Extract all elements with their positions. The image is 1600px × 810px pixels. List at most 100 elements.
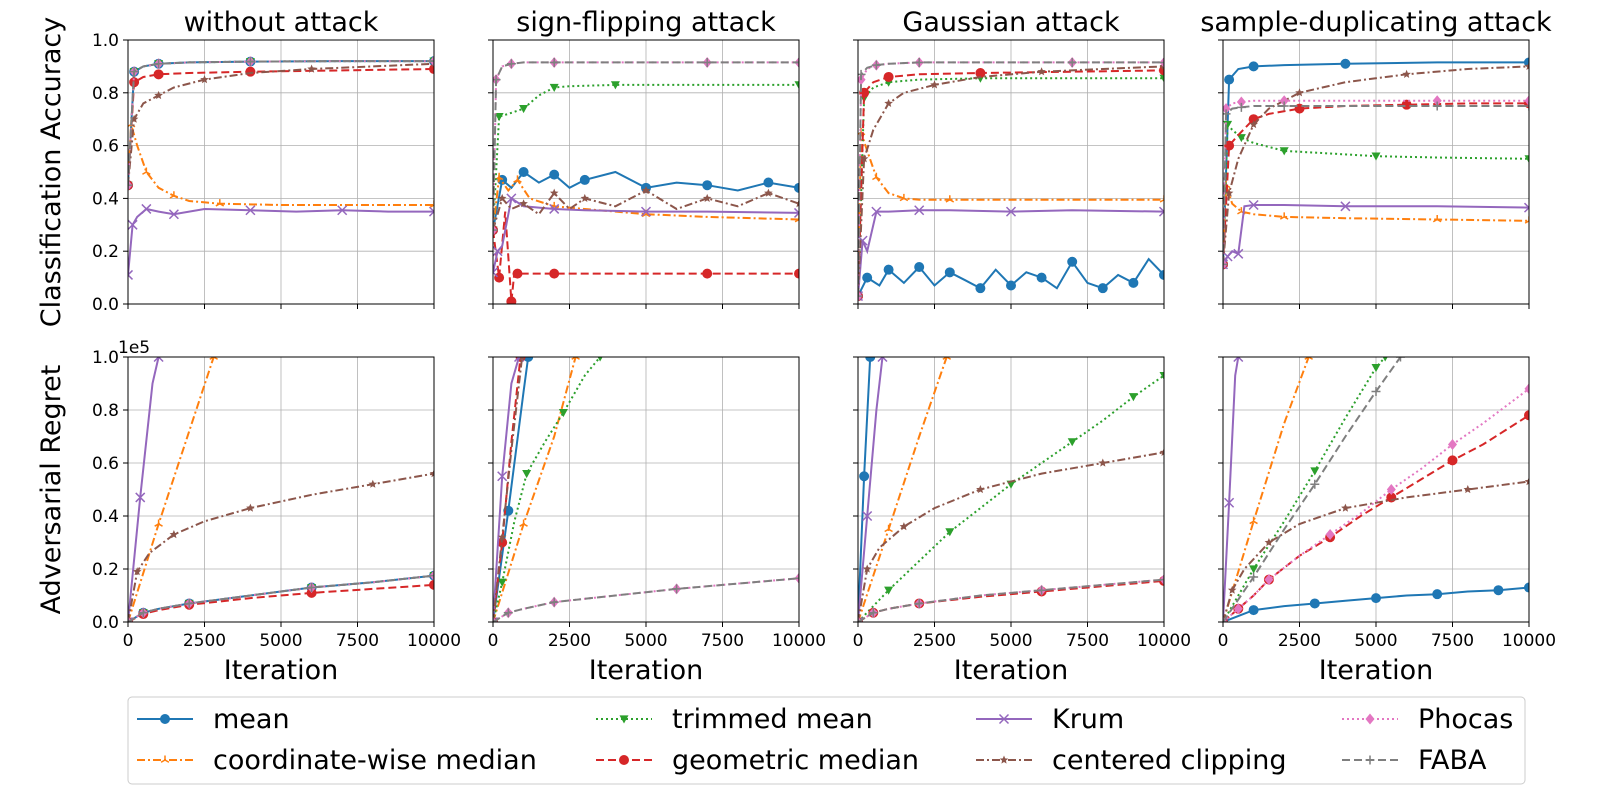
series-line-trimmed-mean xyxy=(1223,357,1386,622)
y-tick-label: 0.8 xyxy=(92,84,119,104)
data-point-coordinate-wise-median xyxy=(154,519,163,527)
data-point-mean xyxy=(1067,256,1078,267)
data-point-centered-clipping xyxy=(1159,447,1164,456)
data-point-mean xyxy=(1036,272,1047,283)
data-point-centered-clipping xyxy=(1098,458,1108,467)
legend-item-geometric-median: geometric median xyxy=(596,745,919,776)
data-point-krum xyxy=(1224,497,1235,508)
x-tick-label: 2500 xyxy=(548,631,591,651)
data-point-coordinate-wise-median xyxy=(513,175,522,183)
legend-marker xyxy=(998,713,1010,725)
data-point-trimmed-mean xyxy=(1279,147,1289,156)
data-point-centered-clipping xyxy=(862,564,872,573)
x-tick-label: 10000 xyxy=(407,631,461,651)
data-point-mean xyxy=(794,182,799,193)
data-point-faba xyxy=(1159,57,1164,67)
x-tick-label: 10000 xyxy=(1137,631,1191,651)
legend-label: centered clipping xyxy=(1052,745,1286,776)
y-tick-label: 0.2 xyxy=(92,242,119,262)
data-point-mean xyxy=(1128,277,1139,288)
data-point-faba xyxy=(1037,585,1047,595)
panel-bottom-3: 0 2500 5000 7500 10000 Iteration xyxy=(853,356,1191,686)
data-point-centered-clipping xyxy=(764,188,773,197)
data-point-mean xyxy=(702,180,713,191)
series-line-coordinate-wise-median xyxy=(493,174,799,231)
data-point-faba xyxy=(1223,259,1228,269)
data-point-trimmed-mean xyxy=(1310,467,1320,476)
data-point-trimmed-mean xyxy=(794,81,799,90)
data-point-faba xyxy=(1432,101,1442,111)
series-line-faba xyxy=(1223,105,1529,265)
series-line-krum xyxy=(858,209,1164,297)
data-point-coordinate-wise-median xyxy=(1432,215,1442,223)
data-point-krum xyxy=(493,267,499,278)
data-point-trimmed-mean xyxy=(494,112,504,122)
data-point-centered-clipping xyxy=(1227,585,1237,594)
data-point-trimmed-mean xyxy=(1371,152,1381,161)
series-line-geometric-median xyxy=(128,68,434,186)
data-point-faba xyxy=(138,608,148,618)
legend-marker xyxy=(160,755,170,763)
x-tick-label: 10000 xyxy=(772,631,826,651)
series-group xyxy=(1223,357,1529,622)
data-point-faba xyxy=(154,59,164,69)
data-point-trimmed-mean xyxy=(1128,393,1138,402)
data-point-phocas xyxy=(1524,383,1529,395)
data-point-faba xyxy=(871,60,881,70)
offset-text: 1e5 xyxy=(118,338,150,358)
series-line-phocas xyxy=(1223,99,1529,265)
legend-label: coordinate-wise median xyxy=(213,745,537,776)
data-point-krum xyxy=(914,205,925,216)
series-line-trimmed-mean xyxy=(493,357,601,622)
data-point-krum xyxy=(245,205,256,216)
series-line-geometric-median xyxy=(493,357,522,622)
data-point-mean xyxy=(579,174,590,185)
data-point-krum xyxy=(128,219,138,230)
x-tick-label: 2500 xyxy=(1278,631,1321,651)
y-tick-label: 1.0 xyxy=(92,348,119,368)
data-point-faba xyxy=(129,67,139,77)
y-axis-label: Classification Accuracy xyxy=(36,17,67,328)
data-point-mean xyxy=(944,267,955,278)
data-point-trimmed-mean xyxy=(1249,565,1259,574)
y-tick-label: 0.8 xyxy=(92,401,119,421)
data-point-mean xyxy=(549,169,560,180)
series-group xyxy=(493,357,799,622)
data-point-phocas xyxy=(1448,438,1457,450)
y-tick-label: 0.0 xyxy=(92,613,119,633)
data-point-centered-clipping xyxy=(129,114,139,123)
data-point-faba xyxy=(128,180,133,190)
x-tick-label: 7500 xyxy=(1431,631,1474,651)
data-point-krum xyxy=(858,616,864,622)
data-point-faba xyxy=(1067,57,1077,67)
legend-marker xyxy=(619,755,629,765)
x-axis-label: Iteration xyxy=(589,655,704,686)
series-line-centered-clipping xyxy=(858,65,1164,297)
data-point-geometric-median xyxy=(1447,455,1458,466)
data-point-mean xyxy=(975,283,986,294)
data-point-centered-clipping xyxy=(930,80,939,89)
data-point-centered-clipping xyxy=(641,186,651,195)
y-tick-label: 0.6 xyxy=(92,137,119,157)
data-point-faba xyxy=(549,597,559,607)
series-line-mean xyxy=(858,357,872,622)
data-point-centered-clipping xyxy=(368,479,378,488)
data-point-mean xyxy=(859,471,870,482)
data-point-phocas xyxy=(1223,103,1231,115)
data-point-faba xyxy=(307,583,317,593)
y-tick-label: 0.4 xyxy=(92,189,119,209)
x-axis-label: Iteration xyxy=(954,655,1069,686)
data-point-trimmed-mean xyxy=(558,409,568,418)
data-point-krum xyxy=(1158,206,1164,217)
y-tick-label: 0.4 xyxy=(92,507,119,527)
data-point-geometric-median xyxy=(506,296,517,304)
data-point-faba xyxy=(429,571,434,581)
series-line-coordinate-wise-median xyxy=(128,124,434,206)
data-point-geometric-median xyxy=(702,268,713,279)
legend-label: geometric median xyxy=(672,745,919,776)
legend-marker xyxy=(160,714,170,724)
data-point-trimmed-mean xyxy=(610,81,620,90)
series-line-krum xyxy=(128,357,160,622)
plot-frame xyxy=(127,39,435,305)
series-line-faba xyxy=(858,61,1164,297)
